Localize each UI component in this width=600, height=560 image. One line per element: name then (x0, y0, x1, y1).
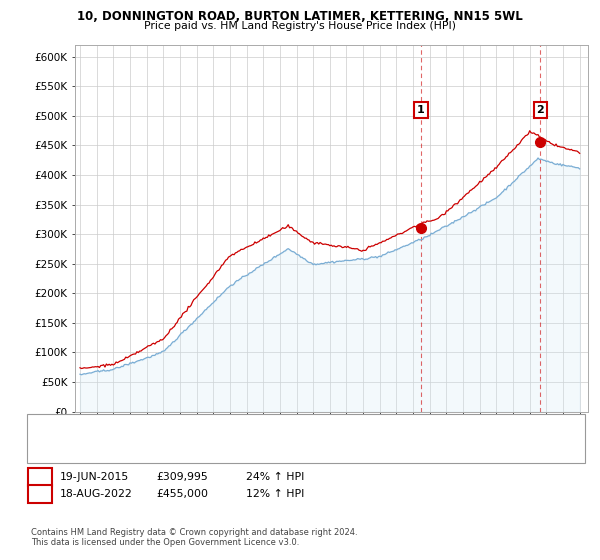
Text: 18-AUG-2022: 18-AUG-2022 (60, 489, 133, 499)
Text: £455,000: £455,000 (156, 489, 208, 499)
Text: Contains HM Land Registry data © Crown copyright and database right 2024.
This d: Contains HM Land Registry data © Crown c… (31, 528, 358, 547)
Text: HPI: Average price, detached house, North Northamptonshire: HPI: Average price, detached house, Nort… (79, 444, 371, 452)
Text: 1: 1 (36, 470, 44, 484)
Text: 19-JUN-2015: 19-JUN-2015 (60, 472, 129, 482)
Text: 24% ↑ HPI: 24% ↑ HPI (246, 472, 304, 482)
Text: 1: 1 (417, 105, 425, 115)
Text: 2: 2 (536, 105, 544, 115)
Text: Price paid vs. HM Land Registry's House Price Index (HPI): Price paid vs. HM Land Registry's House … (144, 21, 456, 31)
Text: 10, DONNINGTON ROAD, BURTON LATIMER,  KETTERING,  NN15 5WL (detached house): 10, DONNINGTON ROAD, BURTON LATIMER, KET… (79, 424, 489, 433)
Text: 12% ↑ HPI: 12% ↑ HPI (246, 489, 304, 499)
Text: 10, DONNINGTON ROAD, BURTON LATIMER, KETTERING, NN15 5WL: 10, DONNINGTON ROAD, BURTON LATIMER, KET… (77, 10, 523, 23)
Text: £309,995: £309,995 (156, 472, 208, 482)
Text: 2: 2 (36, 487, 44, 501)
